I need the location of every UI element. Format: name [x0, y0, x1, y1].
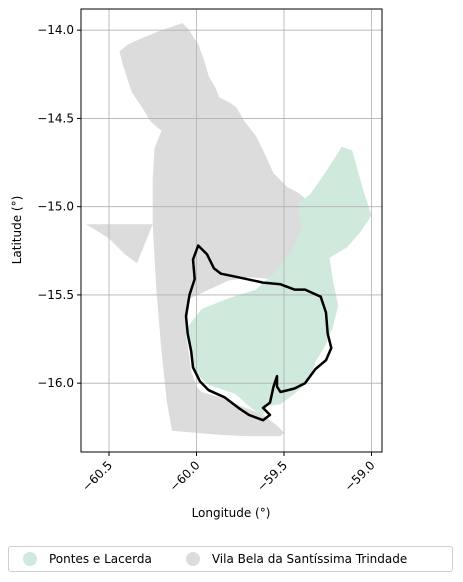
y-tick-label-4: −16.0 — [37, 376, 74, 390]
x-tick-label-2: −59.5 — [254, 458, 290, 494]
y-tick-label-3: −15.5 — [37, 288, 74, 302]
x-tick-label-1: −60.0 — [167, 458, 203, 494]
legend-label-vila-bela: Vila Bela da Santíssima Trindade — [212, 552, 407, 566]
x-tick-label-3: −59.0 — [342, 458, 378, 494]
legend: Pontes e Lacerda Vila Bela da Santíssima… — [8, 546, 453, 572]
legend-label-pontes: Pontes e Lacerda — [49, 552, 152, 566]
legend-item-pontes: Pontes e Lacerda — [23, 552, 152, 566]
x-axis-label: Longitude (°) — [192, 506, 271, 520]
legend-marker-pontes — [23, 552, 37, 566]
map-regions — [86, 23, 371, 436]
y-tick-label-1: −14.5 — [37, 111, 74, 125]
legend-marker-vila-bela — [186, 552, 200, 566]
y-axis-label: Latitude (°) — [10, 196, 24, 265]
y-tick-label-0: −14.0 — [37, 23, 74, 37]
legend-item-vila-bela: Vila Bela da Santíssima Trindade — [186, 552, 407, 566]
y-tick-label-2: −15.0 — [37, 200, 74, 214]
x-axis-ticks: −60.5 −60.0 −59.5 −59.0 — [79, 452, 377, 494]
x-tick-label-0: −60.5 — [79, 458, 115, 494]
y-axis-ticks: −14.0 −14.5 −15.0 −15.5 −16.0 — [37, 23, 81, 390]
